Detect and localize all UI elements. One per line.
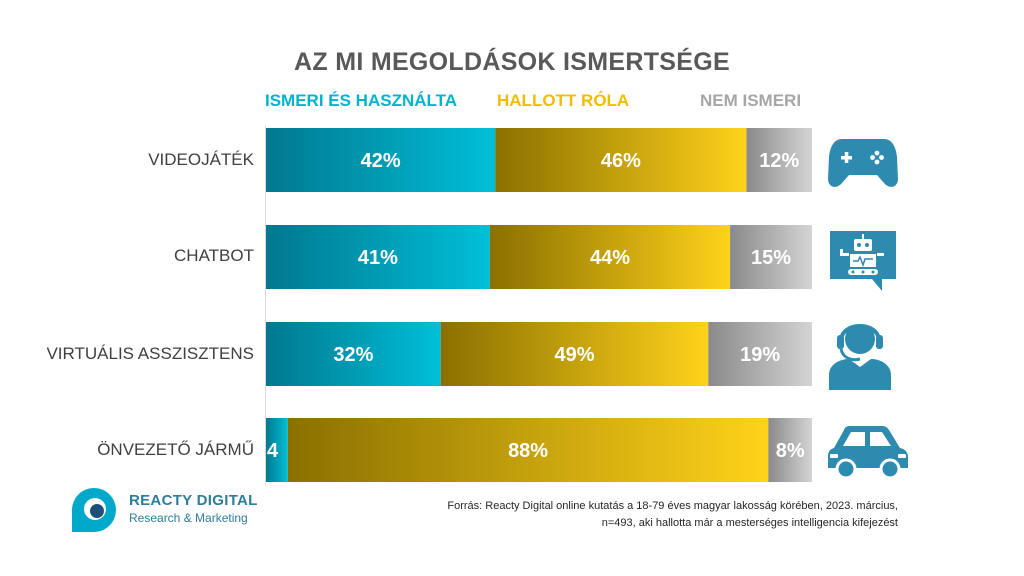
legend-known: ISMERI ÉS HASZNÁLTA [265, 91, 458, 110]
legend-heard: HALLOTT RÓLA [497, 91, 630, 110]
bar-data-label: 88% [508, 440, 548, 462]
source-note: Forrás: Reacty Digital online kutatás a … [412, 498, 898, 532]
bar-segment [440, 322, 709, 386]
bar-data-label: 15% [751, 247, 791, 269]
car-icon [828, 426, 908, 480]
bar-segment [266, 418, 288, 482]
bar-segment [489, 225, 731, 289]
robot-chat-icon [830, 231, 896, 291]
bar-segment [746, 128, 812, 192]
bar-data-label: 32% [333, 344, 373, 366]
category-label-virtualis-asszisztens: VIRTUÁLIS ASSZISZTENS [46, 344, 254, 363]
bar-segment [495, 128, 747, 192]
brand-tagline: Research & Marketing [129, 511, 248, 525]
source-line-2: n=493, aki hallotta már a mesterséges in… [601, 517, 898, 529]
legend-unknown: NEM ISMERI [700, 91, 802, 110]
bar-segment [708, 322, 812, 386]
bar-data-label: 12% [759, 150, 799, 172]
bar-data-label: 42% [361, 150, 401, 172]
headset-person-icon [829, 324, 891, 390]
bar-data-label: 41% [358, 247, 398, 269]
bar-segment [266, 225, 490, 289]
source-line-1: Forrás: Reacty Digital online kutatás a … [447, 500, 898, 512]
bar-data-label: 8% [776, 440, 805, 462]
brand-name: REACTY DIGITAL [129, 492, 258, 509]
bar-segment [730, 225, 812, 289]
bar-segment [266, 128, 496, 192]
reacty-logo-icon [72, 488, 116, 532]
bar-data-label: 4 [267, 440, 279, 462]
bar-data-label: 46% [601, 150, 641, 172]
category-label-chatbot: CHATBOT [174, 246, 254, 265]
chart-title: AZ MI MEGOLDÁSOK ISMERTSÉGE [294, 48, 730, 76]
bar-segment [266, 322, 441, 386]
category-label-videojatek: VIDEOJÁTÉK [148, 150, 254, 169]
bar-segment [287, 418, 769, 482]
category-label-onvezeto-jarmu: ÖNVEZETŐ JÁRMŰ [97, 440, 254, 459]
category-axis-line [265, 125, 266, 485]
gamepad-icon [828, 139, 898, 187]
bar-data-label: 44% [590, 247, 630, 269]
bar-data-label: 49% [554, 344, 594, 366]
bar-segment [768, 418, 812, 482]
bar-data-label: 19% [740, 344, 780, 366]
